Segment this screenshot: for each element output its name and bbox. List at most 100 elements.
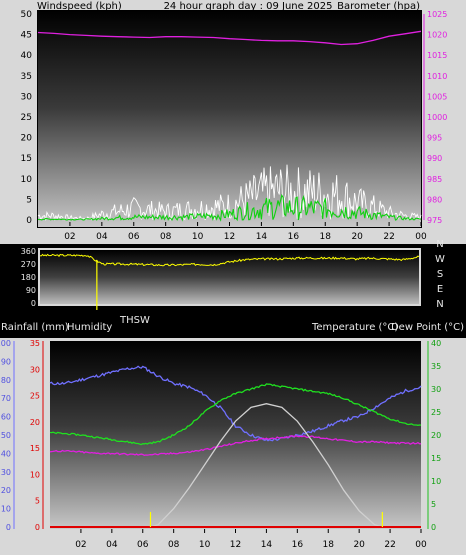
temperature-humidity-series [49,365,422,528]
compass-tick-label: W [435,254,445,265]
plot-area [40,250,419,304]
time-tick-label: 22 [384,540,395,550]
time-tick-label: 06 [128,232,140,242]
windspeed-tick-label: 30 [21,92,33,102]
time-tick-label: 20 [353,540,365,550]
compass-tick-label: S [437,269,443,280]
dew-point-line [49,434,422,456]
time-tick-label: 02 [64,232,75,242]
humidity-tick-label: 100 [0,339,11,348]
windspeed-tick-label: 10 [21,175,33,185]
temperature-ticks: 0 5 10 15 20 25 30 35 40 [431,339,441,532]
time-tick-label: 12 [230,540,241,550]
time-tick-label: 00 [415,540,427,550]
windspeed-tick-label: 50 [21,10,33,20]
direction-tick-label: 0 [31,299,36,308]
time-tick-label: 14 [256,232,268,242]
windspeed-tick-label: 0 [26,216,32,226]
barometer-tick-label: 1015 [427,51,447,60]
temperature-tick-label: 15 [431,454,441,463]
temperature-tick-label: 35 [431,362,441,371]
rainfall-tick-label: 10 [30,470,40,479]
barometer-ticks: 975 980 985 990 995 1000 1005 1010 1015 1020 1025 [423,10,447,225]
barometer-tick-label: 1010 [427,72,447,81]
thsw-line [150,403,383,528]
humidity-tick-label: 10 [1,505,11,514]
barometer-axis-label: Barometer (hpa) [337,1,420,12]
wind-average-line [37,193,421,222]
time-tick-label: 04 [106,540,118,550]
temperature-tick-label: 5 [431,500,436,509]
time-ticks: 02 04 06 08 10 12 14 16 18 20 22 00 [75,529,427,550]
windspeed-ticks: 0 5 10 15 20 25 30 35 40 45 50 [21,10,33,226]
time-tick-label: 08 [168,540,180,550]
rainfall-ticks: 0 5 10 15 20 25 30 35 [30,339,40,532]
barometer-tick-label: 985 [427,175,442,184]
temperature-tick-label: 20 [431,431,441,440]
time-tick-label: 02 [75,540,86,550]
rainfall-axis-label: Rainfall (mm) [1,322,69,333]
windspeed-tick-label: 35 [21,72,32,82]
rainfall-tick-label: 30 [30,365,40,374]
time-tick-label: 16 [288,232,300,242]
direction-tick-label: 270 [21,260,36,269]
wind-barometer-panel: Windspeed (kph) 24 hour graph day : 09 J… [0,0,466,244]
time-tick-label: 14 [261,540,273,550]
humidity-line [49,365,422,442]
temperature-tick-label: 30 [431,385,441,394]
barometer-tick-label: 975 [427,216,442,225]
time-tick-label: 08 [160,232,172,242]
direction-tick-label: 360 [21,247,36,256]
windspeed-tick-label: 5 [26,195,32,205]
plot-area [50,341,421,529]
humidity-tick-label: 60 [1,413,11,422]
humidity-tick-label: 70 [1,394,11,403]
plot-area [38,10,421,227]
humidity-tick-label: 80 [1,376,11,385]
temperature-tick-label: 25 [431,408,441,417]
humidity-tick-label: 90 [1,357,11,366]
barometer-tick-label: 1005 [427,92,447,101]
time-tick-label: 10 [192,232,204,242]
barometer-line [37,30,422,46]
time-tick-label: 04 [96,232,108,242]
time-tick-label: 06 [137,540,149,550]
time-tick-label: 00 [415,232,427,242]
header-strip [0,310,466,338]
humidity-tick-label: 50 [1,431,11,440]
time-tick-label: 16 [292,540,304,550]
temperature-tick-label: 0 [431,523,436,532]
barometer-tick-label: 1020 [427,31,447,40]
rainfall-tick-label: 25 [30,392,40,401]
wind-direction-line [39,253,420,267]
graph-title: 24 hour graph day : 09 June 2025 [164,1,333,12]
time-tick-label: 18 [323,540,335,550]
temperature-tick-label: 40 [431,339,441,348]
humidity-axis-label: Humidity [67,322,112,333]
direction-degree-ticks: 0 90 180 270 360 [21,247,36,308]
rainfall-tick-label: 35 [30,339,40,348]
humidity-tick-label: 30 [1,468,11,477]
time-tick-label: 18 [320,232,332,242]
compass-tick-label: N [436,299,443,310]
humidity-tick-label: 40 [1,449,11,458]
rainfall-tick-label: 15 [30,444,40,453]
barometer-tick-label: 990 [427,154,442,163]
windspeed-tick-label: 40 [21,51,33,61]
windspeed-tick-label: 20 [21,134,33,144]
compass-tick-label: N [436,239,443,250]
time-ticks: 02 04 06 08 10 12 14 16 18 20 22 00 [64,222,427,242]
time-tick-label: 22 [383,232,394,242]
humidity-tick-label: 0 [6,523,11,532]
time-tick-label: 12 [224,232,235,242]
windspeed-axis-label: Windspeed (kph) [37,1,122,12]
dew-point-axis-label: Dew Point (°C) [391,322,464,333]
direction-tick-label: 90 [26,286,36,295]
barometer-tick-label: 1000 [427,113,447,122]
panel3-header: THSW Rainfall (mm) Humidity Temperature … [0,310,466,338]
rainfall-tick-label: 5 [35,497,40,506]
temperature-humidity-panel: 0 10 20 30 40 50 60 70 80 90 100 0 5 10 15 20 25 30 35 0 5… [0,338,466,555]
barometer-tick-label: 995 [427,134,442,143]
